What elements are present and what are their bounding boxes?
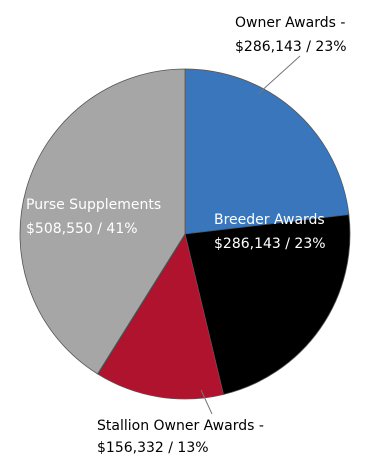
label-breeder-awards: Breeder Awards $286,143 / 23%	[214, 212, 329, 252]
leader-owner-awards	[257, 55, 301, 95]
label-stallion-owner-awards-line2: $156,332 / 13%	[97, 440, 209, 455]
label-purse-supplements-line1: Purse Supplements	[26, 197, 161, 213]
label-owner-awards-line2: $286,143 / 23%	[235, 39, 347, 55]
label-breeder-awards-line2: $286,143 / 23%	[214, 236, 326, 252]
label-breeder-awards-line1: Breeder Awards	[214, 212, 325, 228]
label-stallion-owner-awards-line1: Stallion Owner Awards -	[97, 418, 264, 434]
label-purse-supplements: Purse Supplements $508,550 / 41%	[26, 197, 166, 237]
pie-slice-owner-awards	[184, 68, 350, 235]
leader-stallion-owner-awards	[200, 389, 213, 415]
label-owner-awards: Owner Awards - $286,143 / 23%	[235, 15, 350, 55]
leader-lines	[200, 55, 301, 415]
label-owner-awards-line1: Owner Awards -	[235, 15, 345, 31]
pie-slice-stallion-owner-awards	[96, 232, 224, 400]
label-stallion-owner-awards: Stallion Owner Awards - $156,332 / 13%	[97, 418, 268, 455]
pie-slice-breeder-awards	[184, 214, 351, 395]
pie-slices	[19, 68, 351, 400]
label-purse-supplements-line2: $508,550 / 41%	[26, 221, 138, 237]
pie-slice-purse-supplements	[19, 68, 186, 375]
